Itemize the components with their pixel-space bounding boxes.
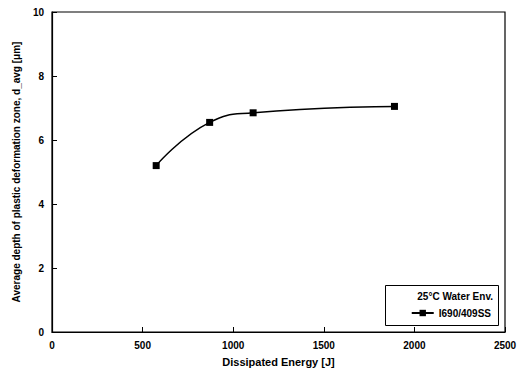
svg-text:500: 500 [134, 340, 151, 351]
svg-text:10: 10 [33, 7, 45, 18]
svg-text:Average depth of plastic defor: Average depth of plastic deformation zon… [11, 42, 22, 303]
svg-text:4: 4 [38, 199, 44, 210]
svg-text:2: 2 [38, 263, 44, 274]
svg-text:1000: 1000 [222, 340, 245, 351]
svg-text:25°C Water Env.: 25°C Water Env. [417, 291, 493, 302]
svg-text:6: 6 [38, 135, 44, 146]
svg-text:2500: 2500 [494, 340, 517, 351]
svg-text:2000: 2000 [403, 340, 426, 351]
svg-text:0: 0 [38, 327, 44, 338]
svg-text:0: 0 [49, 340, 55, 351]
svg-text:1500: 1500 [313, 340, 336, 351]
svg-text:I690/409SS: I690/409SS [439, 308, 492, 319]
svg-text:Dissipated Energy [J]: Dissipated Energy [J] [222, 356, 335, 368]
svg-text:8: 8 [38, 71, 44, 82]
